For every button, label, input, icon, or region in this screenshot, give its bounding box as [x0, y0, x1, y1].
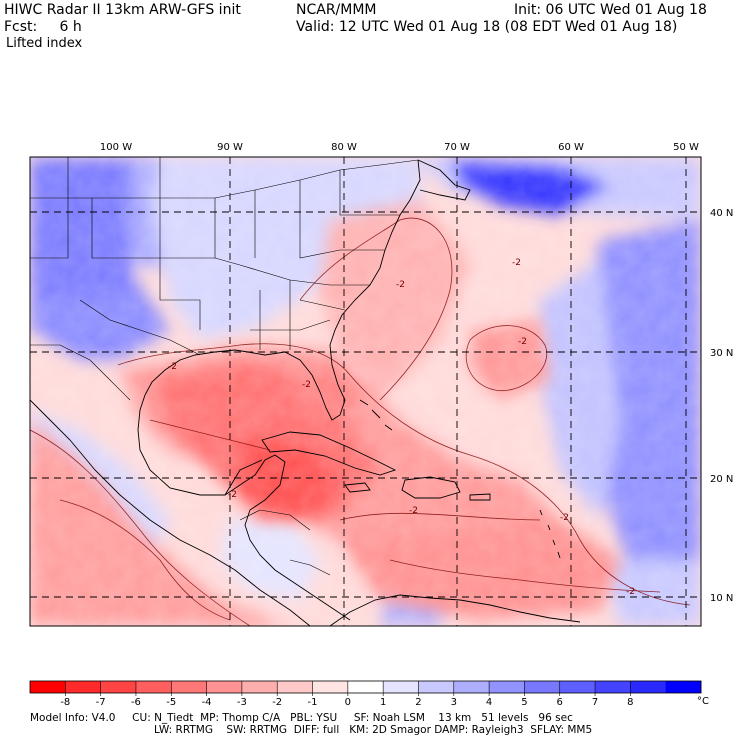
- model-info-line-2: LW: RRTMG SW: RRTMG DIFF: full KM: 2D Sm…: [154, 724, 593, 736]
- forecast-hour: Fcst: 6 h: [4, 19, 82, 35]
- colorbar-frame: [29, 680, 702, 694]
- colorbar-swatch: [277, 681, 313, 693]
- map-frame: [29, 156, 702, 627]
- organization-label: NCAR/MMM: [296, 2, 377, 18]
- coastlines: [30, 159, 581, 626]
- colorbar-unit: °C: [697, 696, 709, 707]
- colorbar-tick-label: 2: [415, 697, 421, 708]
- lon-label: 50 W: [673, 142, 699, 153]
- colorbar-tick-label: -5: [166, 697, 176, 708]
- colorbar-swatch: [559, 681, 596, 693]
- contour-label-group: -2 -2 -2 -2 -2 -2 -2 -2 -2: [168, 258, 635, 597]
- contour-label: -2: [518, 337, 527, 347]
- colorbar-swatch: [241, 681, 278, 693]
- longitude-labels: 100 W 90 W 80 W 70 W 60 W 50 W: [100, 142, 699, 153]
- colorbar-tick-label: -4: [202, 697, 212, 708]
- colorbar-tick-label: 4: [486, 697, 492, 708]
- lon-label: 90 W: [217, 142, 243, 153]
- colorbar-swatch: [383, 681, 419, 693]
- contour-label: -2: [396, 280, 405, 290]
- colorbar-tick-label: -8: [60, 697, 70, 708]
- colorbar: -8 -7 -6 -5 -4 -3 -2 -1 0 1 2 3 4 5 6 7 8: [29, 680, 702, 708]
- lon-label: 60 W: [558, 142, 584, 153]
- colorbar-swatch: [100, 681, 137, 693]
- lon-label: 70 W: [444, 142, 470, 153]
- colorbar-tick-label: 7: [592, 697, 598, 708]
- colorbar-swatch: [524, 681, 561, 693]
- lon-label: 80 W: [331, 142, 357, 153]
- colorbar-swatch: [312, 681, 349, 693]
- colorbar-swatch: [347, 681, 384, 693]
- model-info-line-1: Model Info: V4.0 CU: N_Tiedt MP: Thomp C…: [30, 712, 573, 724]
- state-borders: [30, 157, 419, 576]
- colorbar-swatch: [65, 681, 102, 693]
- lifted-index-field: -2 -2 -2 -2 -2 -2 -2 -2 -2: [30, 157, 701, 626]
- colorbar-swatch: [135, 681, 172, 693]
- colorbar-swatch: [171, 681, 207, 693]
- colorbar-swatch: [30, 681, 66, 693]
- lat-lon-grid: [30, 157, 701, 626]
- colorbar-tick-label: 3: [451, 697, 457, 708]
- colorbar-tick-label: -2: [272, 697, 282, 708]
- colorbar-tick-label: -6: [131, 697, 141, 708]
- colorbar-swatch: [453, 681, 490, 693]
- model-title: HIWC Radar II 13km ARW-GFS init: [4, 2, 241, 18]
- colorbar-tick-label: 0: [345, 697, 351, 708]
- contour-lines: [30, 217, 691, 626]
- contour-label: -2: [302, 380, 311, 390]
- contour-label: -2: [626, 587, 635, 597]
- contour-label: -2: [409, 506, 418, 516]
- lat-label: 40 N: [710, 208, 733, 219]
- colorbar-tick-label: -3: [237, 697, 247, 708]
- valid-time: Valid: 12 UTC Wed 01 Aug 18 (08 EDT Wed …: [296, 19, 678, 35]
- contour-label: -2: [168, 362, 177, 372]
- colorbar-tick-label: -7: [96, 697, 106, 708]
- lat-label: 30 N: [710, 348, 733, 359]
- lat-label: 20 N: [710, 474, 733, 485]
- colorbar-swatch: [630, 681, 667, 693]
- colorbar-swatch: [665, 681, 702, 693]
- contour-label: -2: [560, 513, 569, 523]
- lat-label: 10 N: [710, 593, 733, 604]
- colorbar-swatch: [489, 681, 525, 693]
- contour-label: -2: [228, 490, 237, 500]
- colorbar-swatch: [595, 681, 631, 693]
- colorbar-tick-label: -1: [308, 697, 318, 708]
- contour-label: -2: [512, 258, 521, 268]
- init-time: Init: 06 UTC Wed 01 Aug 18: [514, 2, 707, 18]
- colorbar-swatch: [418, 681, 455, 693]
- latitude-labels: 40 N 30 N 20 N 10 N: [710, 208, 733, 604]
- colorbar-swatch: [206, 681, 243, 693]
- colorbar-tick-label: 1: [380, 697, 386, 708]
- colorbar-tick-label: 8: [627, 697, 633, 708]
- lon-label: 100 W: [100, 142, 132, 153]
- colorbar-tick-label: 6: [557, 697, 563, 708]
- field-name: Lifted index: [6, 36, 83, 51]
- colorbar-tick-label: 5: [521, 697, 527, 708]
